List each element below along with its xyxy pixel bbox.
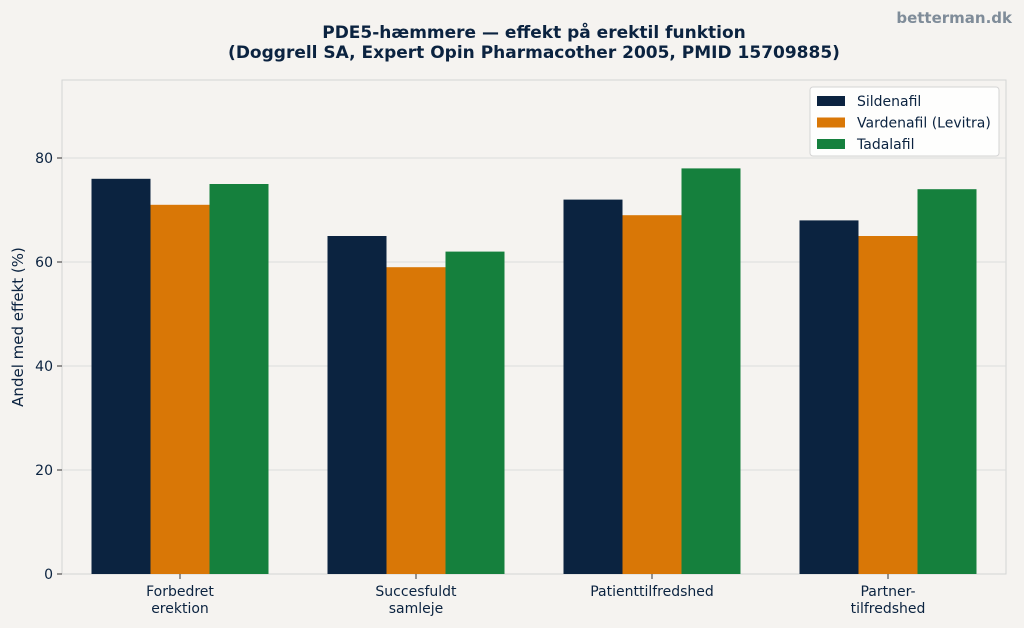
y-tick-label: 80 xyxy=(35,151,53,167)
bar xyxy=(150,204,210,575)
x-tick-label: samleje xyxy=(389,601,444,617)
legend-swatch xyxy=(817,96,845,106)
x-tick-label: Patienttilfredshed xyxy=(590,584,714,600)
legend-label: Vardenafil (Levitra) xyxy=(857,116,991,132)
bar xyxy=(91,178,151,575)
x-tick-label: Succesfuldt xyxy=(375,584,457,600)
legend-label: Tadalafil xyxy=(856,137,914,153)
bar xyxy=(799,220,859,574)
bar xyxy=(209,184,269,574)
x-tick-label: Partner- xyxy=(860,584,915,600)
y-axis-label: Andel med effekt (%) xyxy=(9,247,27,407)
y-tick-label: 20 xyxy=(35,463,53,479)
bar xyxy=(445,251,505,574)
chart-title-line-1: PDE5-hæmmere — effekt på erektil funktio… xyxy=(322,21,746,43)
legend: Sildenafil Vardenafil (Levitra) Tadalafil xyxy=(809,86,1000,157)
y-axis: 0 20 40 60 80 xyxy=(35,151,62,583)
bars xyxy=(91,168,977,575)
bar xyxy=(681,168,741,574)
legend-swatch xyxy=(817,117,845,128)
bar xyxy=(622,215,682,574)
bar xyxy=(327,236,387,574)
chart-title-line-2: (Doggrell SA, Expert Opin Pharmacother 2… xyxy=(228,43,840,63)
bar xyxy=(917,189,977,574)
legend-swatch xyxy=(817,139,845,149)
bar xyxy=(386,267,446,574)
legend-label: Sildenafil xyxy=(857,94,921,110)
y-tick-label: 40 xyxy=(35,359,53,375)
legend-box xyxy=(809,86,1000,157)
watermark: betterman.dk xyxy=(896,9,1013,27)
x-tick-label: tilfredshed xyxy=(851,601,926,617)
y-tick-label: 0 xyxy=(44,567,53,583)
x-tick-label: Forbedret xyxy=(146,584,214,600)
x-tick-label: erektion xyxy=(151,601,209,617)
y-tick-label: 60 xyxy=(35,255,53,271)
bar xyxy=(563,199,623,574)
bar xyxy=(858,236,918,574)
